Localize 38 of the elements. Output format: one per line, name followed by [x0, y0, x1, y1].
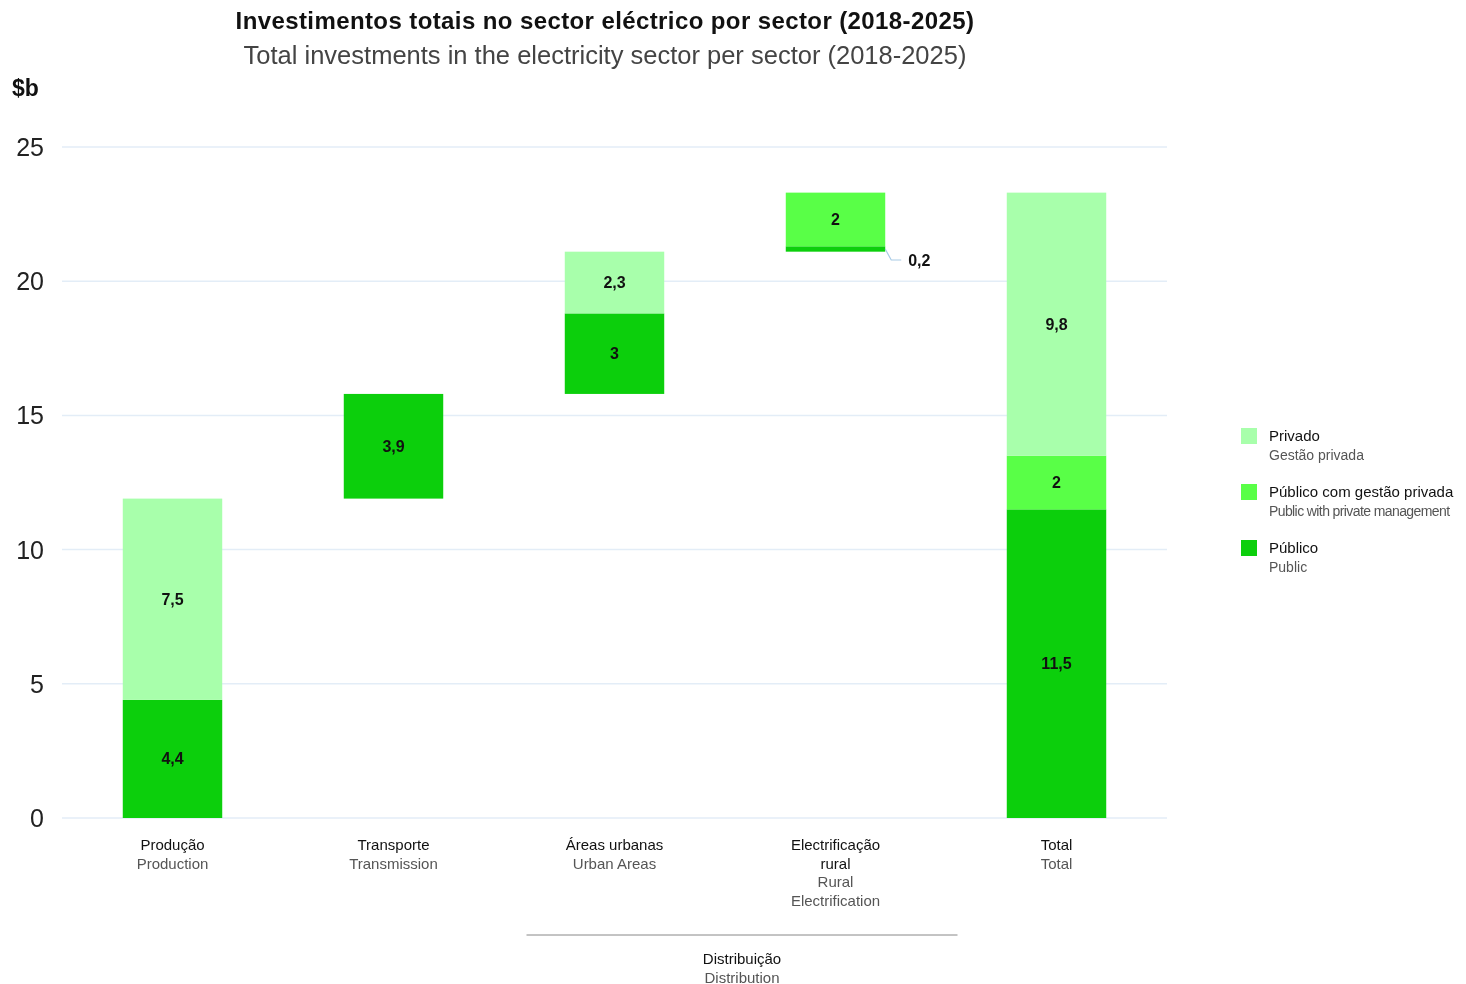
chart-title: Investimentos totais no sector eléctrico por sector (2018-2025) [235, 7, 975, 34]
bar [564, 313, 665, 394]
x-tick-label: Transporte Transmission [349, 836, 438, 872]
bar [785, 192, 886, 247]
bar [785, 246, 886, 252]
data-label: 2 [1052, 474, 1062, 491]
y-tick-label: 5 [30, 669, 44, 698]
bar [564, 251, 665, 314]
data-label: 3 [610, 345, 620, 363]
y-tick-label: 10 [16, 535, 44, 564]
data-label: 3,9 [382, 437, 405, 455]
y-tick-label: 0 [30, 804, 44, 832]
bar [122, 498, 223, 700]
y-tick-label: 20 [16, 267, 44, 296]
bar [122, 699, 223, 818]
data-label: 0,2 [908, 252, 931, 270]
data-label: 2,3 [603, 274, 626, 292]
data-label: 9,8 [1045, 315, 1068, 333]
bar [1006, 455, 1107, 510]
x-tick-label: Áreas urbanas Urban Areas [565, 836, 664, 872]
bar [1006, 192, 1107, 456]
data-label: 11,5 [1041, 655, 1072, 673]
text: Distribuição Distribution [702, 950, 782, 984]
x-tick-label: Produção Production [136, 836, 209, 872]
bar [1006, 509, 1107, 818]
legend-label: Público Public [1269, 539, 1319, 575]
chart-subtitle: Total investments in the electricity sector per sector (2018-2025) [243, 41, 967, 69]
data-label: 7,5 [161, 590, 184, 608]
data-label: 2 [831, 210, 841, 228]
x-tick-label: Electrificação rural Rural Electrification [790, 836, 881, 909]
legend-label: Público com gestão privada Public with private management [1269, 483, 1454, 519]
y-tick-label: 15 [16, 401, 44, 430]
x-tick-label: Total Total [1040, 836, 1073, 872]
y-tick-label: 25 [16, 133, 44, 161]
bar [343, 393, 444, 499]
data-label: 4,4 [161, 750, 184, 768]
y-axis-title: $b [12, 75, 39, 101]
legend-label: Privado Gestão privada [1269, 427, 1365, 463]
